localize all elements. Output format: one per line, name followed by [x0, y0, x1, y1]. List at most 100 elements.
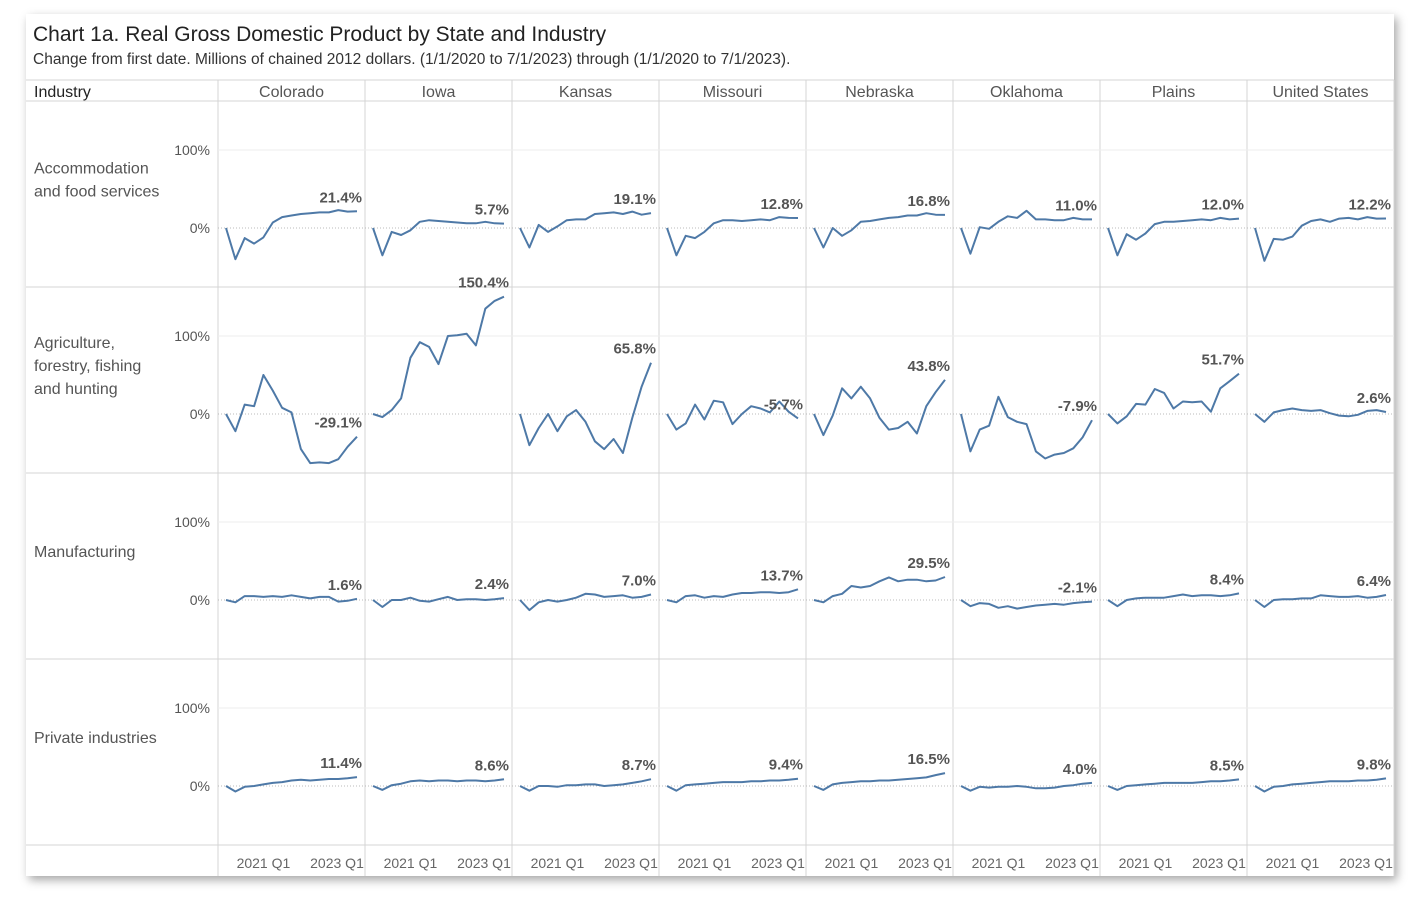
series-line-nebraska [813, 212, 946, 249]
end-value-label: 12.0% [1201, 197, 1244, 214]
end-value-label: 16.5% [907, 751, 950, 768]
series-line-united-states [1254, 777, 1387, 793]
x-tick-label: 2021 Q1 [1266, 855, 1320, 871]
x-tick-label: 2023 Q1 [1045, 855, 1099, 871]
x-tick-label: 2021 Q1 [972, 855, 1026, 871]
x-tick-label: 2021 Q1 [237, 855, 291, 871]
y-tick-label: 100% [174, 328, 210, 344]
series-line-plains [1107, 216, 1240, 257]
series-line-iowa [372, 219, 505, 257]
x-tick-label: 2021 Q1 [825, 855, 879, 871]
y-tick-label: 0% [190, 406, 210, 422]
series-line-nebraska [813, 772, 946, 791]
end-value-label: 11.0% [1055, 197, 1097, 214]
series-line-missouri [666, 588, 799, 604]
row-label: Private industries [34, 730, 157, 747]
series-line-iowa [372, 595, 505, 608]
y-tick-label: 100% [174, 514, 210, 530]
x-tick-label: 2023 Q1 [604, 855, 658, 871]
end-value-label: 43.8% [907, 358, 950, 375]
x-tick-label: 2023 Q1 [898, 855, 952, 871]
chart-title: Chart 1a. Real Gross Domestic Product by… [33, 23, 607, 46]
series-line-colorado [225, 209, 358, 261]
series-line-colorado [225, 594, 358, 604]
end-value-label: 7.0% [622, 573, 656, 590]
series-line-oklahoma [960, 781, 1093, 792]
series-line-plains [1107, 778, 1240, 791]
column-header-oklahoma: Oklahoma [990, 84, 1063, 101]
column-header-colorado: Colorado [259, 84, 324, 101]
end-value-label: 6.4% [1357, 573, 1391, 590]
row-label: Agriculture, [34, 335, 115, 352]
y-tick-label: 0% [190, 778, 210, 794]
y-tick-label: 100% [174, 142, 210, 158]
series-line-missouri [666, 399, 799, 431]
series-line-iowa [372, 295, 505, 419]
series-line-united-states [1254, 594, 1387, 608]
series-line-plains [1107, 372, 1240, 425]
series-line-kansas [519, 362, 652, 454]
row-label: forestry, fishing [34, 358, 141, 375]
row-header-industry: Industry [34, 84, 91, 101]
series-line-missouri [666, 216, 799, 257]
series-line-colorado [225, 374, 358, 465]
x-tick-label: 2023 Q1 [751, 855, 805, 871]
x-tick-label: 2023 Q1 [310, 855, 364, 871]
end-value-label: 8.4% [1210, 571, 1244, 588]
series-line-plains [1107, 592, 1240, 608]
column-header-kansas: Kansas [559, 84, 612, 101]
series-line-oklahoma [960, 395, 1093, 460]
end-value-label: 51.7% [1201, 352, 1244, 369]
end-value-label: -29.1% [314, 415, 362, 432]
row-label: and hunting [34, 381, 118, 398]
x-tick-label: 2021 Q1 [384, 855, 438, 871]
chart-subtitle: Change from first date. Millions of chai… [33, 51, 791, 68]
end-value-label: 4.0% [1063, 761, 1097, 778]
series-line-nebraska [813, 576, 946, 604]
row-label: Accommodation [34, 161, 149, 178]
end-value-label: -7.9% [1058, 398, 1097, 415]
series-line-united-states [1254, 216, 1387, 262]
end-value-label: 2.4% [475, 576, 509, 593]
end-value-label: 9.4% [769, 757, 803, 774]
column-header-iowa: Iowa [422, 84, 456, 101]
series-line-united-states [1254, 407, 1387, 423]
end-value-label: 2.6% [1357, 390, 1391, 407]
end-value-label: 8.6% [475, 757, 509, 774]
x-tick-label: 2023 Q1 [1192, 855, 1246, 871]
end-value-label: 21.4% [319, 189, 362, 206]
chart-card [26, 14, 1394, 876]
series-line-nebraska [813, 379, 946, 437]
end-value-label: 150.4% [458, 275, 509, 292]
end-value-label: 9.8% [1357, 756, 1391, 773]
column-header-plains: Plains [1152, 84, 1196, 101]
end-value-label: 12.2% [1348, 196, 1391, 213]
end-value-label: 13.7% [760, 567, 803, 584]
end-value-label: 19.1% [613, 191, 656, 208]
x-tick-label: 2023 Q1 [457, 855, 511, 871]
series-line-kansas [519, 210, 652, 249]
series-line-kansas [519, 778, 652, 792]
end-value-label: -5.7% [764, 396, 803, 413]
series-line-oklahoma [960, 209, 1092, 255]
end-value-label: 5.7% [475, 202, 509, 219]
end-value-label: 12.8% [760, 196, 803, 213]
end-value-label: -2.1% [1058, 580, 1097, 597]
x-tick-label: 2021 Q1 [1119, 855, 1173, 871]
y-tick-label: 100% [174, 700, 210, 716]
end-value-label: 65.8% [613, 341, 656, 358]
x-tick-label: 2023 Q1 [1339, 855, 1393, 871]
y-tick-label: 0% [190, 592, 210, 608]
end-value-label: 16.8% [907, 193, 950, 210]
column-header-united-states: United States [1272, 84, 1368, 101]
end-value-label: 8.7% [622, 757, 656, 774]
row-label: and food services [34, 184, 159, 201]
series-line-iowa [372, 778, 505, 791]
end-value-label: 29.5% [907, 555, 950, 572]
series-line-colorado [225, 776, 358, 793]
series-line-oklahoma [960, 599, 1093, 610]
series-line-kansas [519, 592, 652, 612]
x-tick-label: 2021 Q1 [531, 855, 585, 871]
series-line-missouri [666, 777, 799, 792]
